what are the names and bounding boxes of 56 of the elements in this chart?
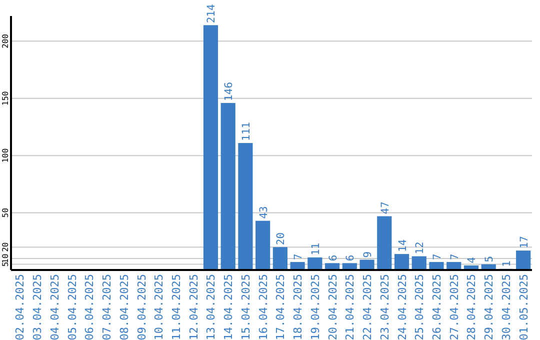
y-tick-label: 150 (1, 90, 10, 106)
x-tick-label: 05.04.2025 (66, 274, 79, 340)
data-label: 1 (500, 260, 513, 267)
x-tick-label: 07.04.2025 (100, 274, 114, 340)
x-tick-label: 06.04.2025 (83, 274, 96, 340)
data-label: 214 (206, 4, 218, 24)
data-label: 146 (223, 82, 236, 101)
data-label: 4 (466, 257, 478, 264)
x-tick-label: 30.04.2025 (500, 274, 513, 340)
x-tick-label: 10.04.2025 (152, 274, 166, 340)
data-label: 17 (518, 236, 530, 249)
x-tick-label: 11.04.2025 (170, 274, 183, 340)
x-tick-label: 09.04.2025 (135, 274, 148, 340)
data-label: 47 (379, 202, 392, 214)
x-tick-label: 03.04.2025 (31, 274, 44, 340)
y-tick-label: 20 (1, 242, 10, 252)
data-label: 6 (327, 254, 340, 262)
x-tick-label: 26.04.2025 (430, 274, 444, 340)
x-tick-label: 24.04.2025 (396, 274, 409, 340)
x-tick-label: 02.04.2025 (14, 274, 27, 340)
data-label: 20 (275, 232, 288, 246)
data-label: 5 (484, 256, 496, 262)
data-label: 43 (258, 206, 270, 219)
x-tick-label: 28.04.2025 (465, 274, 478, 340)
y-tick-label: 5 (1, 262, 10, 267)
x-tick-label: 14.04.2025 (222, 274, 236, 340)
data-label: 12 (414, 242, 426, 254)
y-tick-label: 200 (1, 34, 10, 48)
data-label: 111 (240, 122, 252, 141)
x-tick-label: 08.04.2025 (118, 274, 131, 340)
data-label: 6 (344, 254, 357, 262)
x-tick-label: 19.04.2025 (308, 274, 322, 340)
data-label: 9 (362, 251, 374, 258)
x-tick-label: 16.04.2025 (256, 274, 270, 340)
x-tick-label: 18.04.2025 (292, 274, 305, 340)
data-label: 7 (431, 254, 444, 260)
x-tick-label: 25.04.2025 (413, 274, 426, 340)
x-tick-label: 27.04.2025 (448, 274, 461, 340)
y-tick-label: 100 (1, 148, 10, 163)
data-label: 7 (292, 254, 305, 260)
x-tick-label: 13.04.2025 (204, 274, 218, 340)
x-tick-label: 17.04.2025 (274, 274, 288, 340)
x-tick-label: 12.04.2025 (187, 274, 200, 340)
x-tick-label: 15.04.2025 (239, 274, 252, 340)
x-tick-label: 21.04.2025 (344, 274, 357, 340)
x-tick-label: 04.04.2025 (48, 274, 62, 340)
x-tick-label: 29.04.2025 (482, 274, 496, 340)
data-label: 7 (448, 254, 461, 260)
data-label: 11 (310, 242, 322, 256)
x-tick-label: 01.05.2025 (517, 274, 530, 340)
data-label: 14 (396, 239, 409, 252)
x-tick-label: 22.04.2025 (361, 274, 374, 340)
y-tick-label: 50 (1, 208, 10, 218)
y-tick-label: 10 (1, 254, 10, 264)
x-tick-label: 23.04.2025 (378, 274, 392, 340)
x-tick-label: 20.04.2025 (326, 274, 340, 340)
